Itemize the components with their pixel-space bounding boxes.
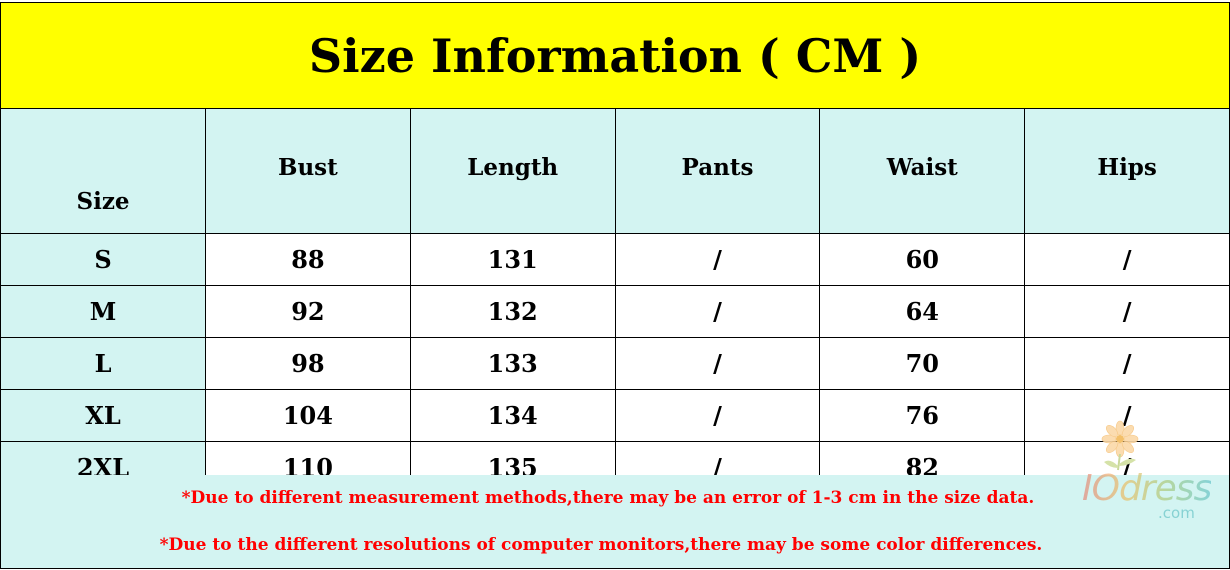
cell-hips: / <box>1024 337 1230 390</box>
note-color: *Due to the different resolutions of com… <box>159 535 1043 555</box>
cell-waist: 70 <box>819 337 1026 390</box>
cell-bust: 88 <box>205 233 411 286</box>
cell-pants: / <box>614 337 821 390</box>
header-row: Size Bust Length Pants Waist Hips <box>0 108 1230 234</box>
column-header-size: Size <box>0 108 206 234</box>
cell-bust: 92 <box>205 285 411 338</box>
column-header-bust: Bust <box>205 108 411 234</box>
cell-length: 133 <box>409 337 616 390</box>
page-title: Size Information ( CM ) <box>0 2 1230 110</box>
cell-length: 131 <box>409 233 616 286</box>
notes-section: *Due to different measurement methods,th… <box>0 475 1230 569</box>
cell-size: S <box>0 233 206 286</box>
table-row: XL 104 134/76/ <box>0 389 1230 442</box>
cell-bust: 98 <box>205 337 411 390</box>
column-header-waist: Waist <box>819 108 1026 234</box>
cell-hips: / <box>1024 389 1230 442</box>
cell-hips: / <box>1024 285 1230 338</box>
cell-length: 134 <box>409 389 616 442</box>
table-row: S 88 131/60/ <box>0 233 1230 286</box>
cell-size: XL <box>0 389 206 442</box>
cell-length: 132 <box>409 285 616 338</box>
cell-size: L <box>0 337 206 390</box>
cell-waist: 64 <box>819 285 1026 338</box>
cell-bust: 104 <box>205 389 411 442</box>
cell-waist: 60 <box>819 233 1026 286</box>
size-table: Size Bust Length Pants Waist Hips S 88 131/60/M 9… <box>0 108 1230 494</box>
cell-pants: / <box>614 389 821 442</box>
cell-pants: / <box>614 233 821 286</box>
cell-pants: / <box>614 285 821 338</box>
column-header-length: Length <box>409 108 616 234</box>
cell-size: M <box>0 285 206 338</box>
cell-hips: / <box>1024 233 1230 286</box>
cell-waist: 76 <box>819 389 1026 442</box>
column-header-hips: Hips <box>1024 108 1230 234</box>
note-measurement: *Due to different measurement methods,th… <box>181 488 1035 508</box>
table-row: L 98 133/70/ <box>0 337 1230 390</box>
column-header-pants: Pants <box>614 108 821 234</box>
table-row: M 92 132/64/ <box>0 285 1230 338</box>
